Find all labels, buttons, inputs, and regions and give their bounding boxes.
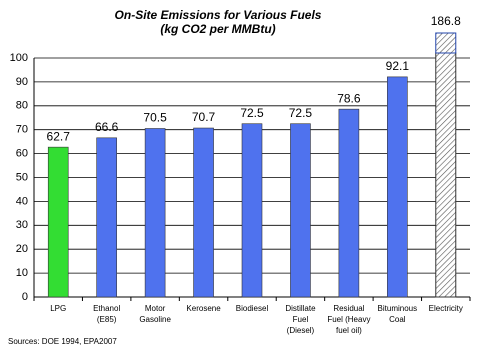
source-note: Sources: DOE 1994, EPA2007 xyxy=(8,337,117,346)
y-tick-label: 60 xyxy=(16,148,28,160)
x-tick-label: fuel oil) xyxy=(336,326,362,335)
value-label: 72.5 xyxy=(289,106,313,120)
bar xyxy=(144,128,166,298)
x-tick-label: Kerosene xyxy=(186,304,221,313)
bar xyxy=(241,123,263,298)
value-label: 78.6 xyxy=(337,91,361,105)
x-tick-label: (Diesel) xyxy=(287,326,315,335)
x-tick-label: (E85) xyxy=(97,315,117,324)
x-tick-label: Motor xyxy=(145,304,166,313)
y-tick-label: 20 xyxy=(16,243,28,255)
y-tick-label: 70 xyxy=(16,124,28,136)
y-tick-label: 30 xyxy=(16,219,28,231)
x-tick-label: Ethanol xyxy=(93,304,120,313)
x-tick-label: Biodiesel xyxy=(236,304,269,313)
value-label: 70.5 xyxy=(143,111,167,125)
y-tick-label: 10 xyxy=(16,267,28,279)
value-label: 62.7 xyxy=(47,129,71,143)
x-tick-label: Distillate xyxy=(285,304,316,313)
y-tick-label: 50 xyxy=(16,171,28,183)
bar xyxy=(193,127,214,298)
chart-title: On-Site Emissions for Various Fuels xyxy=(115,8,322,22)
y-tick-label: 0 xyxy=(22,291,28,303)
value-label: 70.7 xyxy=(192,110,216,124)
y-tick-label: 40 xyxy=(16,195,28,207)
value-label: 72.5 xyxy=(240,106,264,120)
bar xyxy=(338,108,360,298)
x-tick-label: Residual xyxy=(333,304,364,313)
y-tick-label: 90 xyxy=(16,76,28,88)
x-tick-label: Coal xyxy=(389,315,406,324)
bar-break xyxy=(435,32,457,54)
y-tick-label: 100 xyxy=(10,52,28,64)
value-label: 66.6 xyxy=(95,120,119,134)
bar xyxy=(435,52,457,298)
bar xyxy=(290,123,311,298)
x-tick-label: Fuel xyxy=(293,315,309,324)
value-label: 186.8 xyxy=(431,14,461,28)
x-tick-label: Electricity xyxy=(429,304,463,313)
x-tick-label: LPG xyxy=(50,304,66,313)
bar xyxy=(96,137,117,298)
bar xyxy=(387,76,408,298)
chart-subtitle: (kg CO2 per MMBtu) xyxy=(160,22,275,36)
x-tick-label: Gasoline xyxy=(139,315,171,324)
x-tick-label: Bituminous xyxy=(378,304,418,313)
value-label: 92.1 xyxy=(386,59,410,73)
bar xyxy=(47,146,69,298)
y-tick-label: 80 xyxy=(16,100,28,112)
x-tick-label: Fuel (Heavy xyxy=(327,315,370,324)
